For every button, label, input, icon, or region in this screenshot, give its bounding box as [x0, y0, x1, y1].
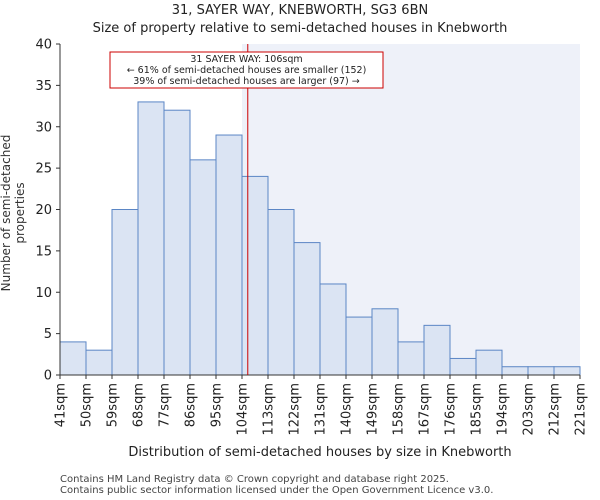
x-tick-label: 194sqm [496, 383, 511, 436]
bar [189, 159, 217, 376]
annotation-box [109, 51, 384, 89]
x-axis-label: Distribution of semi-detached houses by … [128, 445, 512, 460]
bar [267, 209, 295, 376]
bar [241, 175, 269, 376]
x-tick-label: 41sqm [54, 383, 69, 427]
x-tick-label: 86sqm [184, 383, 199, 427]
bar [59, 341, 87, 376]
x-tick-label: 176sqm [444, 383, 459, 436]
bar [449, 357, 477, 376]
bar [527, 366, 555, 376]
bar [215, 134, 243, 376]
y-tick-label: 25 [35, 162, 52, 177]
annotation-line-3: 39% of semi-detached houses are larger (… [133, 76, 360, 87]
bar [111, 209, 139, 376]
x-tick-label: 203sqm [522, 383, 537, 436]
y-axis-label: Number of semi-detached properties [0, 134, 27, 292]
x-tick-label: 122sqm [288, 383, 303, 436]
y-tick-label: 35 [35, 79, 52, 94]
x-tick-label: 212sqm [548, 383, 563, 436]
x-tick-label: 149sqm [366, 383, 381, 436]
x-tick-label: 167sqm [418, 383, 433, 436]
chart-title: 31, SAYER WAY, KNEBWORTH, SG3 6BN [171, 3, 429, 18]
chart-subtitle: Size of property relative to semi-detach… [92, 21, 508, 36]
x-tick-label: 158sqm [392, 383, 407, 436]
bar [319, 283, 347, 376]
x-tick-label: 113sqm [262, 383, 277, 436]
x-tick-label: 59sqm [106, 383, 121, 427]
y-tick-label: 10 [35, 286, 52, 301]
footer-copyright: Contains HM Land Registry data © Crown c… [60, 474, 449, 485]
y-tick-label: 0 [44, 369, 52, 384]
bar [345, 316, 373, 376]
x-tick-label: 221sqm [574, 383, 589, 436]
bar [163, 109, 191, 376]
x-tick-label: 185sqm [470, 383, 485, 436]
bar [397, 341, 425, 376]
annotation-line-2: ← 61% of semi-detached houses are smalle… [127, 65, 367, 76]
y-tick-label: 40 [35, 38, 52, 53]
bar [293, 242, 321, 376]
bar [423, 324, 451, 376]
bar [501, 366, 529, 376]
x-tick-label: 104sqm [236, 383, 251, 436]
bar [475, 349, 503, 376]
bar [137, 101, 165, 376]
bar [85, 349, 113, 376]
x-tick-label: 140sqm [340, 383, 355, 436]
x-tick-label: 77sqm [158, 383, 173, 427]
annotation-line-1: 31 SAYER WAY: 106sqm [190, 54, 302, 65]
x-tick-label: 95sqm [210, 383, 225, 427]
bar [553, 366, 581, 376]
x-tick-label: 50sqm [80, 383, 95, 427]
y-tick-label: 20 [35, 203, 52, 218]
bar [371, 308, 399, 376]
x-tick-label: 68sqm [132, 383, 147, 427]
y-tick-label: 30 [35, 120, 52, 135]
footer-licence: Contains public sector information licen… [60, 485, 494, 496]
y-tick-label: 5 [44, 327, 52, 342]
x-tick-label: 131sqm [314, 383, 329, 436]
y-tick-label: 15 [35, 244, 52, 259]
